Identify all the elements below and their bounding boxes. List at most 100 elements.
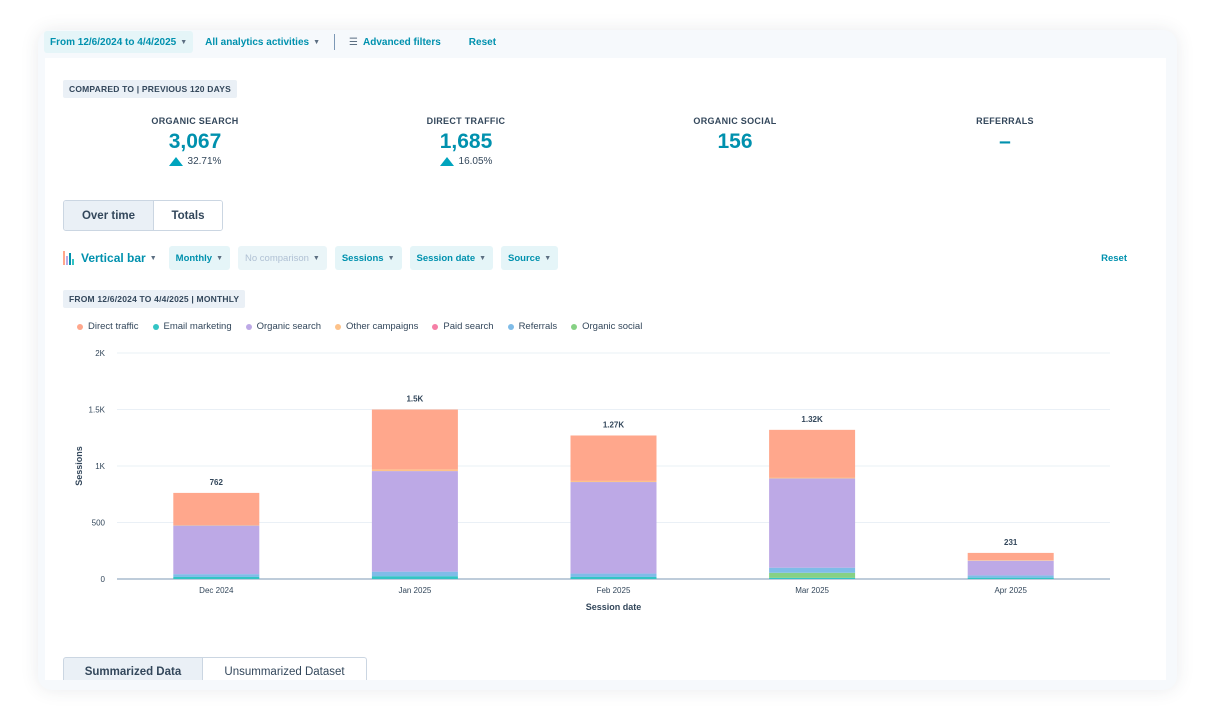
comparison-tag: COMPARED TO | PREVIOUS 120 DAYS: [63, 80, 237, 98]
kpi-direct-traffic: DIRECT TRAFFIC 1,685 16.05%: [356, 116, 576, 167]
bar-segment: [570, 482, 657, 574]
legend-item[interactable]: Email marketing: [152, 321, 232, 332]
advanced-filters-button[interactable]: ☰ Advanced filters: [343, 31, 447, 53]
chevron-down-icon: ▼: [544, 254, 552, 262]
legend-item[interactable]: Other campaigns: [335, 321, 418, 332]
bar-segment: [570, 480, 657, 483]
kpi-change: 16.05%: [356, 156, 576, 167]
legend-dot-icon: [507, 323, 514, 330]
filters-reset-button[interactable]: Reset: [468, 36, 497, 48]
chevron-down-icon: ▼: [149, 254, 157, 262]
kpi-organic-social: ORGANIC SOCIAL 156: [625, 116, 845, 153]
chart-type-label: Vertical bar: [81, 251, 146, 265]
kpi-value: 156: [717, 130, 753, 153]
comparison-label: No comparison: [245, 252, 309, 264]
kpi-label: REFERRALS: [976, 116, 1034, 126]
legend-item[interactable]: Direct traffic: [77, 321, 139, 332]
chevron-down-icon: ▼: [180, 38, 188, 46]
chevron-down-icon: ▼: [387, 254, 395, 262]
kpi-value: 3,067: [168, 130, 222, 153]
bar-segment: [967, 577, 1054, 579]
date-property-dropdown[interactable]: Session date ▼: [409, 246, 494, 270]
bar-total-label: 1.5K: [406, 395, 423, 404]
bar-segment: [173, 524, 260, 526]
date-range-filter[interactable]: From 12/6/2024 to 4/4/2025 ▼: [44, 31, 194, 53]
legend-label: Other campaigns: [346, 321, 419, 332]
date-range-label: From 12/6/2024 to 4/4/2025: [50, 36, 177, 48]
bar-segment: [570, 576, 657, 579]
kpi-referrals: REFERRALS –: [895, 116, 1115, 153]
y-axis-title: Sessions: [74, 446, 84, 486]
chart-type-dropdown[interactable]: Vertical bar ▼: [63, 251, 157, 265]
bar-segment: [769, 572, 856, 578]
legend-item[interactable]: Organic search: [245, 321, 322, 332]
legend-dot-icon: [152, 323, 159, 330]
range-tag: FROM 12/6/2024 TO 4/4/2025 | MONTHLY: [63, 290, 246, 308]
tab-unsummarized-dataset[interactable]: Unsummarized Dataset: [203, 657, 367, 680]
legend-dot-icon: [245, 323, 252, 330]
bar-segment: [967, 560, 1054, 561]
kpi-change-value: 16.05%: [458, 156, 493, 168]
bar-total-label: 762: [210, 478, 224, 487]
totals-toggle[interactable]: Totals: [154, 201, 222, 230]
breakdown-label: Source: [508, 252, 541, 264]
y-tick-label: 0: [101, 575, 106, 584]
x-tick-label: Feb 2025: [597, 586, 631, 595]
activities-filter[interactable]: All analytics activities ▼: [199, 31, 326, 53]
kpi-label: ORGANIC SEARCH: [151, 116, 239, 126]
bar-segment: [371, 576, 458, 579]
frequency-label: Monthly: [175, 252, 213, 264]
metric-dropdown[interactable]: Sessions ▼: [334, 246, 402, 270]
kpi-change-value: 32.71%: [187, 156, 222, 168]
bar-segment: [967, 560, 1054, 576]
frequency-dropdown[interactable]: Monthly ▼: [168, 246, 231, 270]
comparison-dropdown[interactable]: No comparison ▼: [238, 246, 327, 270]
bar-segment: [173, 574, 260, 577]
x-tick-label: Mar 2025: [795, 586, 829, 595]
bar-segment: [371, 469, 458, 472]
view-toggle: Over time Totals: [63, 200, 223, 231]
filter-divider: [334, 34, 336, 50]
kpi-organic-search: ORGANIC SEARCH 3,067 32.71%: [85, 116, 305, 167]
metric-label: Sessions: [341, 252, 384, 264]
breakdown-dropdown[interactable]: Source ▼: [501, 246, 559, 270]
legend-label: Paid search: [443, 321, 494, 332]
legend-dot-icon: [77, 323, 83, 330]
tab-summarized-data[interactable]: Summarized Data: [63, 657, 203, 680]
chart-reset-button[interactable]: Reset: [1101, 252, 1127, 264]
date-property-label: Session date: [416, 252, 476, 264]
data-tabs: Summarized Data Unsummarized Dataset: [63, 657, 367, 680]
bar-segment: [371, 409, 458, 470]
trend-up-icon: [168, 157, 183, 167]
x-axis-title: Session date: [586, 602, 642, 612]
bar-segment: [570, 435, 657, 481]
legend-label: Direct traffic: [88, 321, 139, 332]
report-panel: COMPARED TO | PREVIOUS 120 DAYS ORGANIC …: [45, 58, 1166, 680]
activities-label: All analytics activities: [205, 36, 310, 48]
filter-bar: From 12/6/2024 to 4/4/2025 ▼ All analyti…: [44, 30, 502, 54]
chart-legend: Direct traffic Email marketing Organic sea…: [77, 321, 656, 332]
y-tick-label: 500: [92, 519, 106, 528]
bar-segment: [769, 478, 856, 568]
trend-up-icon: [439, 157, 454, 167]
chevron-down-icon: ▼: [479, 254, 487, 262]
chevron-down-icon: ▼: [216, 254, 224, 262]
over-time-toggle[interactable]: Over time: [64, 201, 154, 230]
legend-dot-icon: [571, 323, 578, 330]
bar-segment: [371, 571, 458, 577]
y-tick-label: 2K: [95, 349, 105, 358]
bar-segment: [769, 567, 856, 573]
bar-segment: [967, 575, 1054, 578]
bar-segment: [769, 429, 856, 478]
legend-item[interactable]: Referrals: [507, 321, 557, 332]
chart-controls: Vertical bar ▼ Monthly ▼ No comparison ▼…: [63, 246, 1127, 270]
y-tick-label: 1K: [95, 462, 105, 471]
legend-item[interactable]: Paid search: [432, 321, 494, 332]
legend-item[interactable]: Organic social: [571, 321, 642, 332]
y-tick-label: 1.5K: [89, 406, 106, 415]
bar-total-label: 1.27K: [603, 420, 625, 429]
legend-label: Organic search: [256, 321, 322, 332]
x-tick-label: Dec 2024: [199, 586, 234, 595]
kpi-value: 1,685: [439, 130, 493, 153]
chevron-down-icon: ▼: [313, 38, 321, 46]
